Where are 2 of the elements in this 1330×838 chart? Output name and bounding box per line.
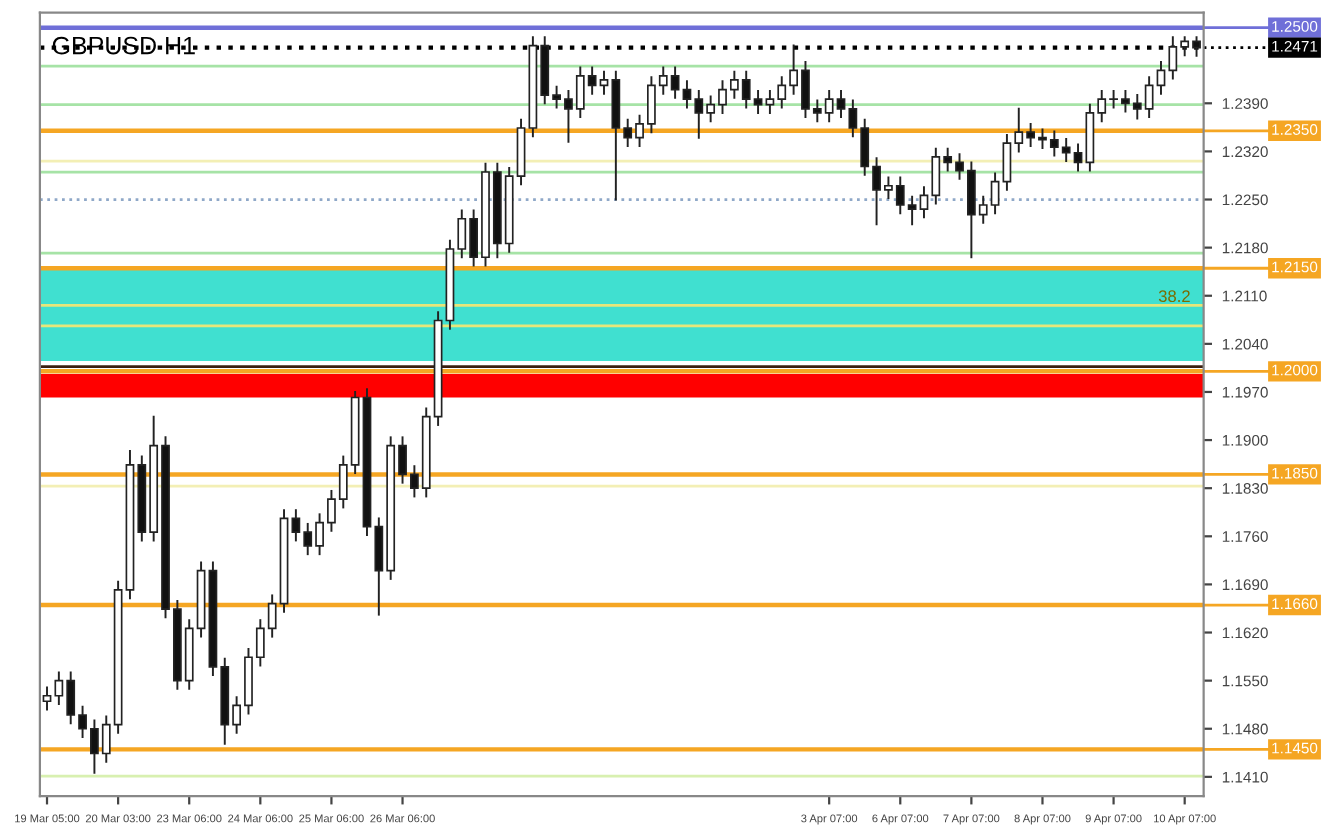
text: GBPUSD H1	[52, 36, 195, 55]
annotation: 38.2	[1158, 290, 1190, 303]
